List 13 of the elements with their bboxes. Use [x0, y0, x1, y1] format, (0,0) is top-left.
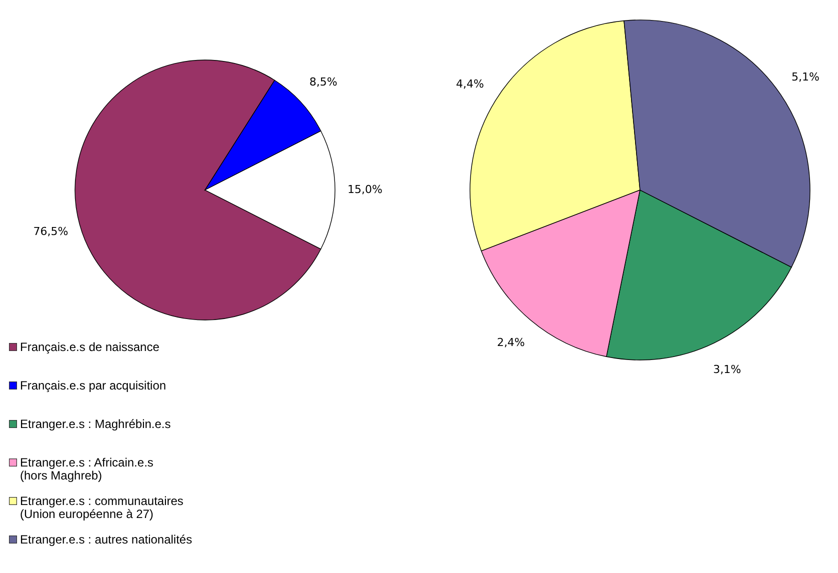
legend-label: Etranger.e.s : Africain.e.s (hors Maghreb) — [20, 456, 154, 482]
data-label: 8,5% — [309, 75, 338, 88]
data-label: 3,1% — [713, 363, 742, 376]
data-label: 4,4% — [456, 78, 484, 91]
legend-label: Etranger.e.s : autres nationalités — [20, 532, 192, 546]
data-label: 15,0% — [348, 183, 382, 196]
legend-label: Français.e.s par acquisition — [20, 378, 166, 392]
data-label: 76,5% — [33, 225, 68, 238]
legend-label: Etranger.e.s : Maghrébin.e.s — [20, 417, 171, 431]
data-label: 5,1% — [791, 70, 820, 84]
legend-label: Français.e.s de naissance — [20, 340, 160, 354]
data-label: 2,4% — [496, 336, 525, 349]
legend-label: Etranger.e.s : communautaires (Union européenne à 27) — [20, 494, 184, 521]
